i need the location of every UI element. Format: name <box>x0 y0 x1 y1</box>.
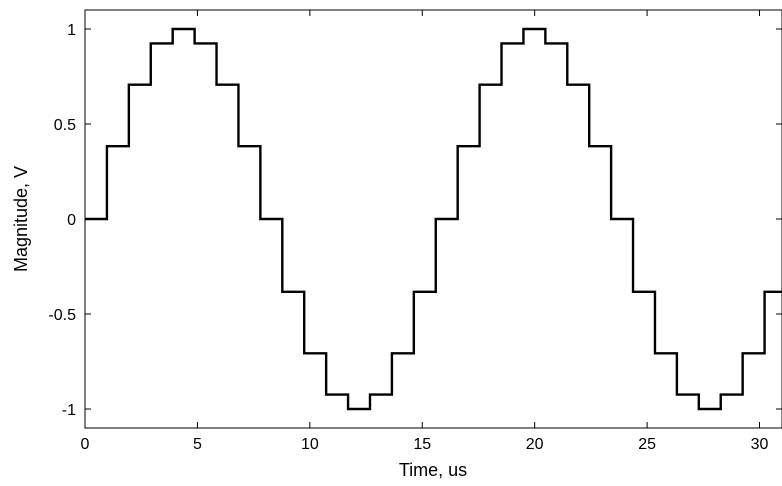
y-tick-label: 0.5 <box>54 117 76 134</box>
x-tick-label: 30 <box>751 436 769 453</box>
y-tick-label: 1 <box>67 22 76 39</box>
x-tick-label: 0 <box>81 436 90 453</box>
y-tick-label: -0.5 <box>48 307 76 324</box>
x-tick-marks <box>84 10 761 428</box>
y-tick-labels: 1 0.5 0 -0.5 -1 <box>48 22 76 419</box>
x-tick-label: 20 <box>526 436 544 453</box>
x-tick-label: 15 <box>413 436 431 453</box>
series-line <box>85 27 782 411</box>
x-tick-labels: 0 5 10 15 20 25 30 <box>81 436 769 453</box>
x-tick-label: 5 <box>193 436 202 453</box>
y-tick-label: 0 <box>67 212 76 229</box>
y-axis-label: Magnitude, V <box>11 166 31 272</box>
x-axis-label: Time, us <box>399 460 467 480</box>
x-tick-label: 10 <box>301 436 319 453</box>
plot-area <box>84 9 782 429</box>
y-tick-marks <box>85 28 782 410</box>
series-group <box>85 27 782 411</box>
x-tick-label: 25 <box>638 436 656 453</box>
y-tick-label: -1 <box>62 402 76 419</box>
